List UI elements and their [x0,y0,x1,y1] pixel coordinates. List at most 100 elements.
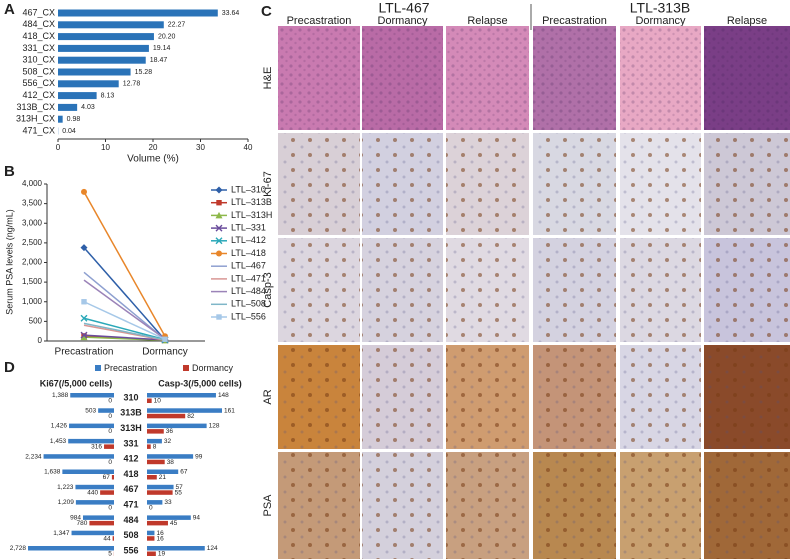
bar [147,484,174,490]
bar [147,459,165,465]
category-label: 313B_CX [16,102,55,112]
row-label: Casp-3 [262,272,274,307]
value-label: 10 [154,398,162,405]
micrograph-texture [362,238,443,342]
value-label: 32 [164,438,172,445]
bar [58,33,154,41]
bar [58,103,78,111]
y-tick-label: 4,000 [22,179,43,188]
column-header: Precastration [542,15,607,27]
legend-label: Dormancy [192,363,234,373]
micrograph-texture [620,452,701,559]
y-tick-label: 3,000 [22,218,43,227]
value-label: 22.27 [168,22,186,29]
value-label: 316 [91,444,102,451]
legend-label: LTL–418 [231,248,266,258]
data-point [81,188,87,195]
bar [58,56,146,64]
legend-marker [215,224,223,232]
bar [43,454,114,459]
bar [147,490,173,495]
legend-label: LTL–508 [231,299,266,309]
bar [147,551,156,556]
micrograph-texture [533,26,616,130]
bar [112,536,114,541]
value-label: 0.98 [67,116,81,123]
bar [75,484,114,490]
bar [147,536,155,541]
legend-label: LTL–556 [231,311,266,321]
bar [71,530,114,536]
bar [58,115,63,123]
micrograph-texture [704,133,790,235]
legend-marker [216,200,222,206]
legend-label: Precastration [104,363,157,373]
bar [147,546,205,551]
micrograph-texture [620,133,701,235]
value-label: 16 [156,535,164,542]
micrograph-texture [362,133,443,235]
value-label: 67 [180,469,188,476]
value-label: 0 [108,413,112,420]
y-tick-label: 0 [38,336,43,345]
legend-label: LTL–331 [231,222,266,232]
value-label: 55 [175,489,183,496]
legend-label: LTL–484 [231,286,266,296]
legend-label: LTL–467 [231,261,266,271]
x-axis-label: Volume (%) [127,154,179,165]
value-label: 1,453 [50,438,67,445]
micrograph-texture [278,345,360,449]
legend-marker [215,211,223,219]
category-label: 467_CX [22,7,55,17]
category-label: 310 [123,392,138,402]
category-label: 556 [123,545,138,555]
series-line [83,247,166,341]
value-label: 33.64 [222,10,240,17]
category-label: 313B [120,408,142,418]
micrograph-texture [278,238,360,342]
category-label: 331 [123,438,138,448]
group-title: Ki67(/5,000 cells) [40,378,113,388]
value-label: 45 [170,520,178,527]
x-tick-label: 20 [149,143,158,152]
group-title: LTL-313B [630,0,690,16]
bar [104,444,114,449]
panel-letter: D [4,359,15,376]
value-label: 5 [108,551,112,558]
bar [147,469,179,474]
bar [62,469,114,474]
panel-letter: A [4,1,15,18]
legend-label: LTL–471 [231,273,266,283]
legend-label: LTL–313H [231,210,272,220]
data-point [162,336,168,342]
value-label: 1,209 [58,499,75,506]
value-label: 57 [176,484,184,491]
category-label: 467 [123,484,138,494]
column-header: Relapse [467,15,507,27]
series-line [83,191,166,337]
bar [147,530,155,536]
bar [58,9,218,17]
bar [75,500,114,505]
value-label: 124 [207,545,218,552]
value-label: 12.78 [123,81,141,88]
legend-swatch [183,365,189,371]
column-header: Precastration [287,15,352,27]
bar [147,444,151,449]
series-line [83,322,166,341]
value-label: 16 [156,530,164,537]
series-line [83,334,166,341]
category-label: 471_CX [22,125,55,135]
series-line [83,301,166,340]
value-label: 38 [167,459,175,466]
bar [147,393,216,398]
category-label: 484 [123,515,138,525]
column-header: Dormancy [377,15,428,27]
x-tick-label: Precastration [55,347,114,358]
bar [147,520,168,526]
value-label: 36 [166,428,174,435]
group-title: Casp-3(/5,000 cells) [158,378,242,388]
bar [147,423,207,429]
row-label: Ki-67 [262,171,274,197]
